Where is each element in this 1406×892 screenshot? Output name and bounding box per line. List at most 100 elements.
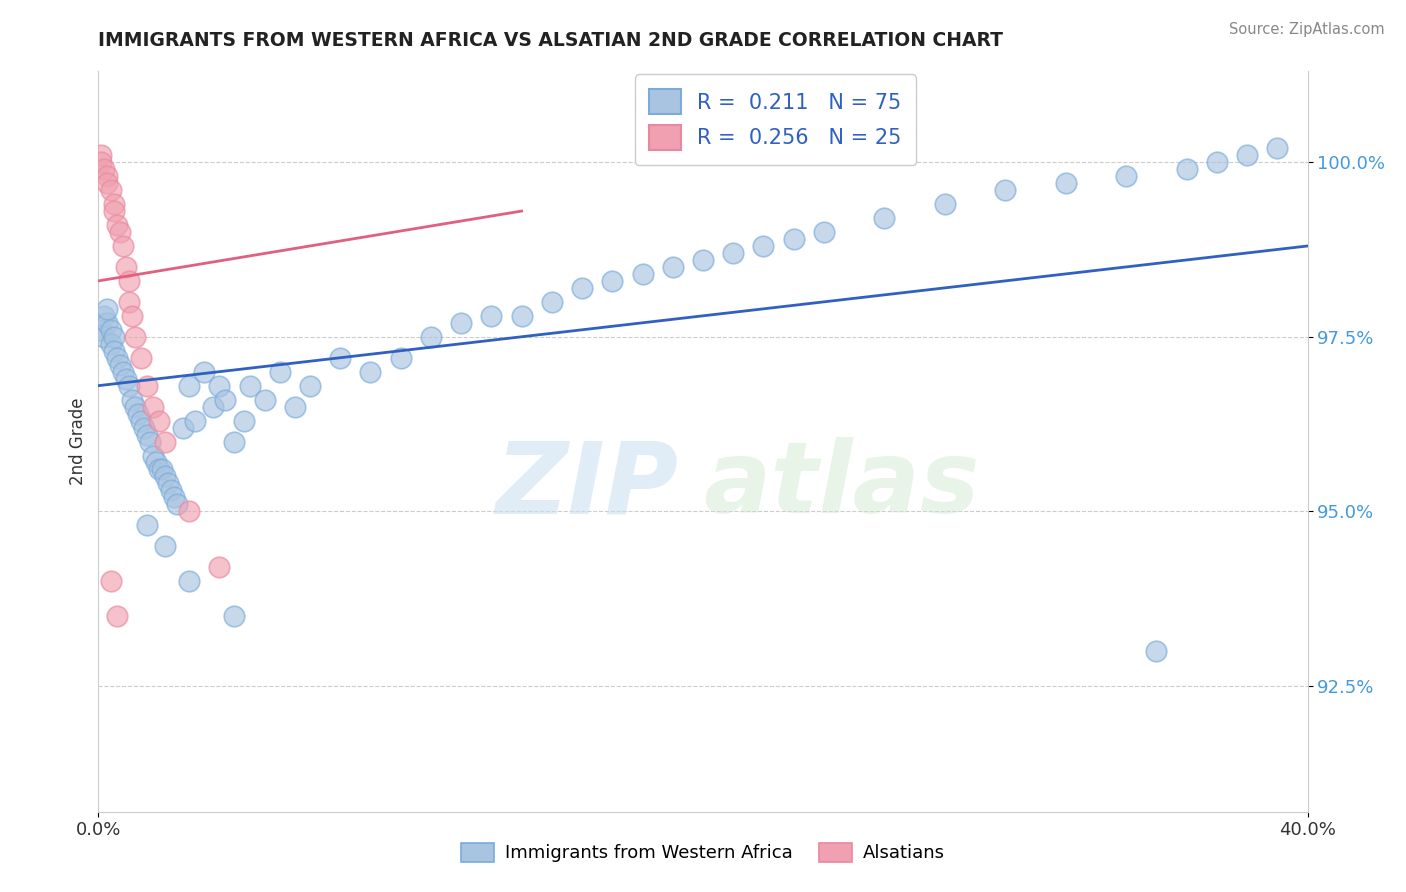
- Point: [692, 252, 714, 267]
- Point: [103, 343, 125, 358]
- Point: [129, 351, 152, 365]
- Point: [1144, 644, 1167, 658]
- Point: [253, 392, 276, 407]
- Point: [1267, 141, 1289, 155]
- Point: [631, 267, 654, 281]
- Point: [224, 609, 246, 624]
- Point: [135, 518, 157, 533]
- Point: [1115, 169, 1137, 183]
- Point: [103, 330, 125, 344]
- Point: [129, 414, 152, 428]
- Point: [111, 365, 134, 379]
- Point: [208, 560, 231, 574]
- Point: [108, 358, 131, 372]
- Point: [105, 351, 128, 365]
- Point: [100, 574, 122, 589]
- Point: [329, 351, 352, 365]
- Point: [145, 455, 167, 469]
- Text: IMMIGRANTS FROM WESTERN AFRICA VS ALSATIAN 2ND GRADE CORRELATION CHART: IMMIGRANTS FROM WESTERN AFRICA VS ALSATI…: [98, 31, 1004, 50]
- Point: [752, 239, 775, 253]
- Point: [214, 392, 236, 407]
- Point: [179, 574, 201, 589]
- Point: [96, 301, 118, 316]
- Point: [389, 351, 412, 365]
- Point: [420, 330, 443, 344]
- Legend: R =  0.211   N = 75, R =  0.256   N = 25: R = 0.211 N = 75, R = 0.256 N = 25: [636, 74, 917, 165]
- Point: [100, 336, 122, 351]
- Point: [121, 309, 143, 323]
- Point: [90, 148, 112, 162]
- Point: [723, 246, 745, 260]
- Point: [813, 225, 835, 239]
- Point: [571, 281, 593, 295]
- Point: [96, 316, 118, 330]
- Point: [148, 462, 170, 476]
- Point: [96, 176, 118, 190]
- Point: [269, 365, 291, 379]
- Point: [153, 469, 176, 483]
- Point: [132, 420, 155, 434]
- Point: [873, 211, 896, 225]
- Point: [172, 420, 194, 434]
- Point: [193, 365, 215, 379]
- Point: [202, 400, 225, 414]
- Point: [602, 274, 624, 288]
- Point: [153, 434, 176, 449]
- Point: [150, 462, 173, 476]
- Point: [481, 309, 503, 323]
- Point: [114, 260, 136, 274]
- Point: [179, 378, 201, 392]
- Point: [100, 183, 122, 197]
- Point: [142, 400, 165, 414]
- Point: [103, 204, 125, 219]
- Point: [93, 330, 115, 344]
- Point: [127, 407, 149, 421]
- Point: [510, 309, 533, 323]
- Point: [118, 294, 141, 309]
- Point: [450, 316, 472, 330]
- Point: [124, 330, 146, 344]
- Point: [184, 414, 207, 428]
- Point: [1054, 176, 1077, 190]
- Text: ZIP: ZIP: [496, 437, 679, 534]
- Point: [1236, 148, 1258, 162]
- Point: [239, 378, 262, 392]
- Point: [360, 365, 382, 379]
- Point: [111, 239, 134, 253]
- Point: [1206, 155, 1229, 169]
- Point: [1175, 162, 1198, 177]
- Point: [90, 323, 112, 337]
- Point: [540, 294, 562, 309]
- Point: [934, 197, 956, 211]
- Point: [105, 609, 128, 624]
- Legend: Immigrants from Western Africa, Alsatians: Immigrants from Western Africa, Alsatian…: [454, 836, 952, 870]
- Point: [118, 274, 141, 288]
- Point: [783, 232, 806, 246]
- Point: [135, 378, 157, 392]
- Point: [166, 497, 188, 511]
- Point: [135, 427, 157, 442]
- Point: [163, 491, 186, 505]
- Point: [100, 323, 122, 337]
- Point: [114, 372, 136, 386]
- Point: [90, 155, 112, 169]
- Point: [224, 434, 246, 449]
- Point: [160, 483, 183, 498]
- Point: [118, 378, 141, 392]
- Point: [93, 309, 115, 323]
- Point: [139, 434, 162, 449]
- Point: [284, 400, 307, 414]
- Point: [96, 169, 118, 183]
- Point: [103, 197, 125, 211]
- Point: [93, 162, 115, 177]
- Point: [108, 225, 131, 239]
- Point: [661, 260, 683, 274]
- Point: [179, 504, 201, 518]
- Point: [142, 449, 165, 463]
- Point: [232, 414, 254, 428]
- Point: [105, 218, 128, 232]
- Point: [148, 414, 170, 428]
- Text: Source: ZipAtlas.com: Source: ZipAtlas.com: [1229, 22, 1385, 37]
- Point: [153, 539, 176, 553]
- Y-axis label: 2nd Grade: 2nd Grade: [69, 398, 87, 485]
